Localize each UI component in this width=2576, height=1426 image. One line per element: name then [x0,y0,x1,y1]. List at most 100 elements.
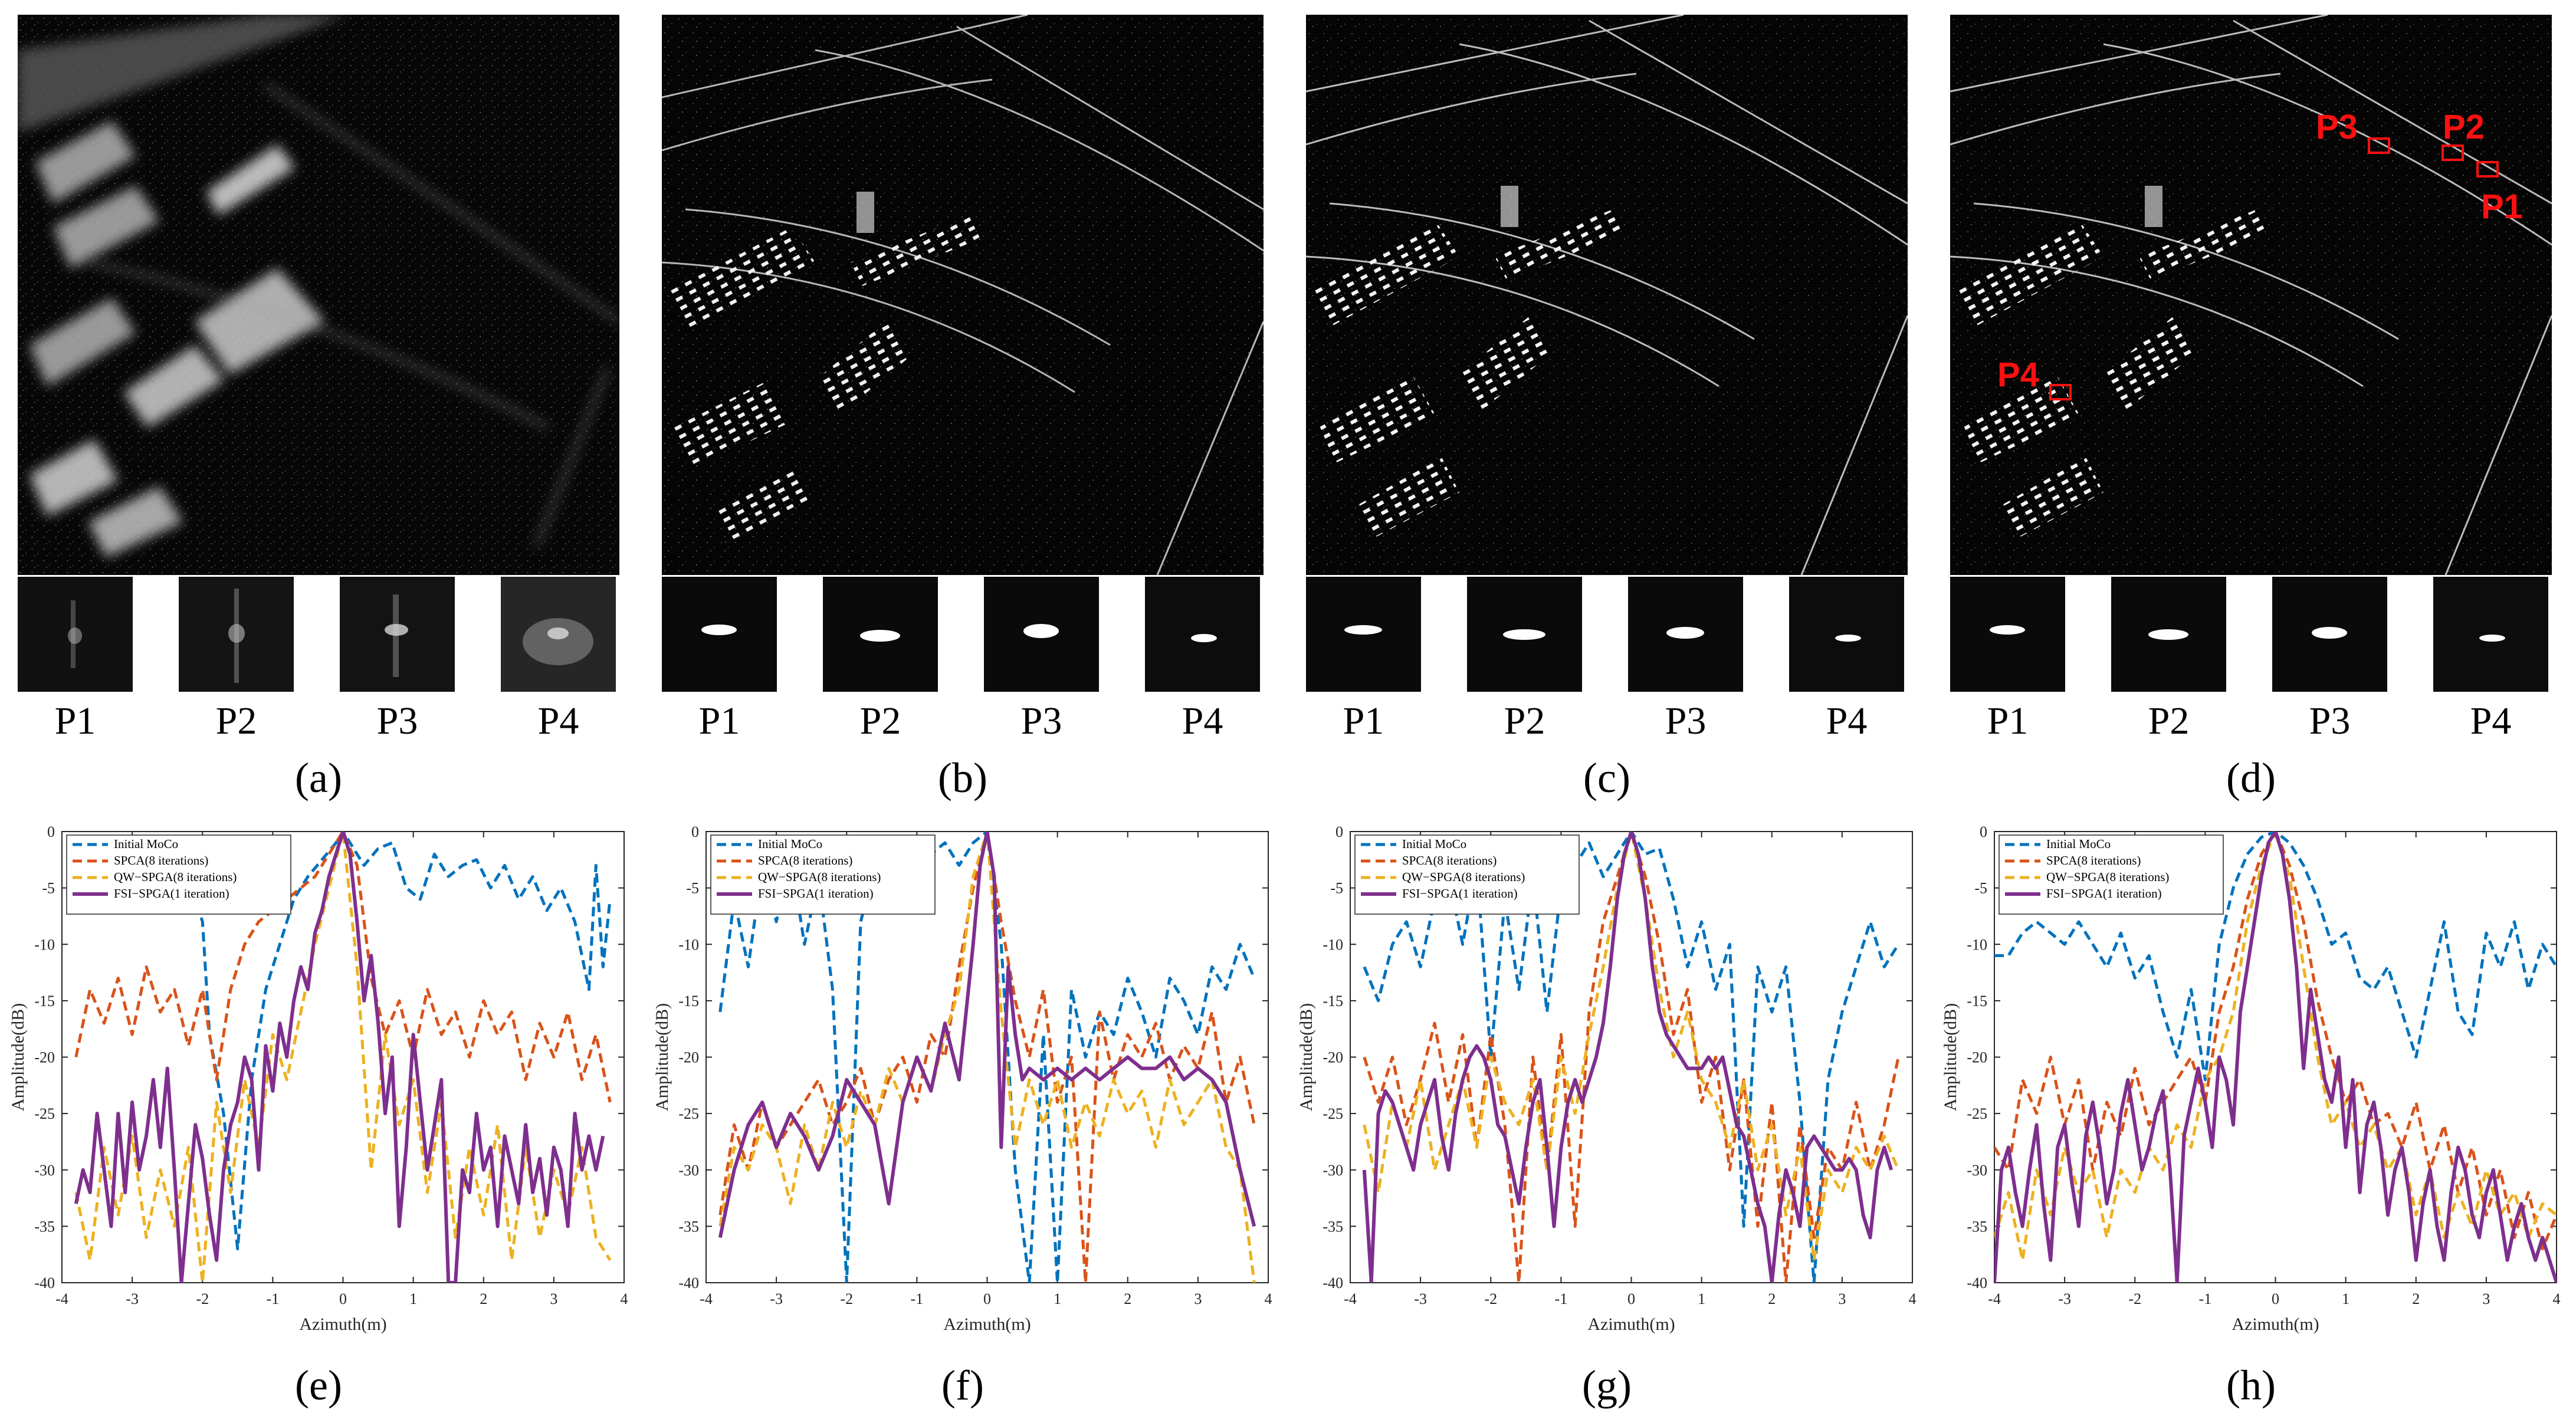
thumb-d-p2 [2111,577,2226,692]
y-tick-label: -10 [1967,936,1987,953]
thumb-label: P4 [1182,699,1223,742]
thumb-c-p2 [1467,577,1582,692]
y-tick-label: -40 [1967,1274,1987,1292]
chart-e: -4 -3 -2 -1 0 1 2 3 4 0 -5 -10 -15 -20 -25 -30 -35 -40 Azi… [0,823,631,1348]
y-axis-label: Amplitude(dB) [1297,1003,1316,1111]
x-tick-label: -3 [1414,1290,1427,1307]
x-tick-label: -4 [1344,1290,1357,1307]
legend-entry: QW−SPGA(8 iterations) [758,870,881,884]
legend-entry: SPCA(8 iterations) [114,853,208,868]
x-tick-label: -4 [700,1290,713,1307]
thumb-c-p3 [1628,577,1743,692]
x-axis-label: Azimuth(m) [943,1315,1031,1334]
legend-entry: Initial MoCo [758,837,822,851]
y-tick-label: -35 [1323,1218,1343,1235]
thumb-label: P3 [2309,699,2351,742]
series-group [74,832,612,1283]
y-tick-label: -30 [34,1162,55,1179]
caption-a: (a) [295,754,342,801]
marker-p3-label: P3 [2316,108,2358,146]
x-tick-label: 3 [1194,1290,1202,1307]
y-axis-label: Amplitude(dB) [652,1003,672,1111]
marker-p1-box [2476,161,2499,178]
legend: Initial MoCo SPCA(8 iterations) QW−SPGA(8 … [66,834,291,915]
thumb-label: P4 [2470,699,2512,742]
chart-svg: -4 -3 -2 -1 0 1 2 3 40-5-10-15-20-25-30-35-40Azi… [1297,823,1917,1334]
series-line-4 [74,832,605,1283]
y-tick-label: -20 [34,1049,55,1066]
chart-svg: -4 -3 -2 -1 0 1 2 3 40-5-10-15-20-25-30-35-40Azi… [1941,823,2561,1334]
marker-labels: P3 P2 P1 P4 [1997,108,2523,394]
y-tick-label: -15 [1323,993,1343,1010]
y-tick-label: -35 [1967,1218,1987,1235]
series-line-1 [718,832,1256,1283]
sar-image-c [1306,15,1908,575]
y-tick-label: -5 [1330,880,1343,897]
x-tick-label: 3 [2482,1290,2490,1307]
x-tick-label: 1 [1698,1290,1705,1307]
y-tick-label: -35 [678,1218,699,1235]
marker-p4-label: P4 [1997,356,2039,394]
legend-entry: Initial MoCo [1402,837,1466,851]
x-tick-label: 2 [2412,1290,2420,1307]
x-tick-label: 3 [550,1290,557,1307]
y-tick-label: -20 [678,1049,699,1066]
y-tick-label: -20 [1967,1049,1987,1066]
chart-f: -4 -3 -2 -1 0 1 2 3 4 0 -5 -10 -15 -20 -25 -30 -35 -40 Azi… [644,823,1275,1348]
y-tick-label: -30 [1323,1162,1343,1179]
x-tick-label: 4 [621,1290,628,1307]
legend-entry: FSI−SPGA(1 iteration) [758,886,874,901]
x-tick-label: -2 [1484,1290,1497,1307]
thumb-label: P3 [1020,699,1062,742]
legend-box [1354,834,1580,915]
legend-entry: QW−SPGA(8 iterations) [114,870,237,884]
legend-entry: Initial MoCo [2046,837,2111,851]
y-tick-label: -40 [678,1274,699,1292]
y-tick-label: -30 [1967,1162,1987,1179]
x-tick-label: 1 [1054,1290,1061,1307]
x-tick-label: 2 [1124,1290,1131,1307]
thumb-label: P1 [1987,699,2029,742]
x-tick-label: 0 [339,1290,347,1307]
marker-boxes [2049,137,2499,400]
y-tick-label: -25 [1323,1105,1343,1122]
series-line-2 [1994,832,2557,1251]
x-axis-label: Azimuth(m) [1587,1315,1675,1334]
caption-b: (b) [938,754,987,801]
legend: Initial MoCo SPCA(8 iterations) QW−SPGA(8 … [1999,834,2224,915]
y-axis-label: Amplitude(dB) [1941,1003,1960,1111]
thumb-a-p4 [501,577,616,692]
series-line-1 [1994,832,2557,1082]
thumb-d-p1 [1950,577,2065,692]
legend-box [66,834,291,915]
y-tick-label: -25 [34,1105,55,1122]
x-tick-label: 4 [2553,1290,2561,1307]
series-line-3 [718,832,1256,1283]
x-tick-label: -1 [911,1290,924,1307]
y-tick-label: 0 [47,823,55,840]
x-tick-label: 0 [2272,1290,2279,1307]
marker-p2-label: P2 [2443,108,2485,146]
legend-entry: FSI−SPGA(1 iteration) [114,886,229,901]
thumb-c-p1 [1306,577,1421,692]
caption-f: (f) [941,1362,984,1409]
thumb-label: P4 [537,699,579,742]
x-tick-label: 3 [1838,1290,1846,1307]
thumb-b-p2 [823,577,938,692]
y-tick-label: -5 [1974,880,1987,897]
thumb-label: P3 [376,699,418,742]
series-line-4 [1994,832,2557,1283]
thumb-label: P3 [1665,699,1707,742]
series-line-4 [1362,832,1894,1283]
legend-entry: QW−SPGA(8 iterations) [1402,870,1525,884]
legend-entry: FSI−SPGA(1 iteration) [2046,886,2162,901]
thumb-label: P1 [698,699,740,742]
x-tick-label: 4 [1909,1290,1917,1307]
y-tick-label: -20 [1323,1049,1343,1066]
y-tick-label: 0 [1335,823,1343,840]
thumb-b-p3 [984,577,1099,692]
thumb-b-p4 [1145,577,1260,692]
series-line-2 [1363,832,1900,1283]
y-tick-label: -10 [678,936,699,953]
caption-h: (h) [2226,1362,2276,1409]
